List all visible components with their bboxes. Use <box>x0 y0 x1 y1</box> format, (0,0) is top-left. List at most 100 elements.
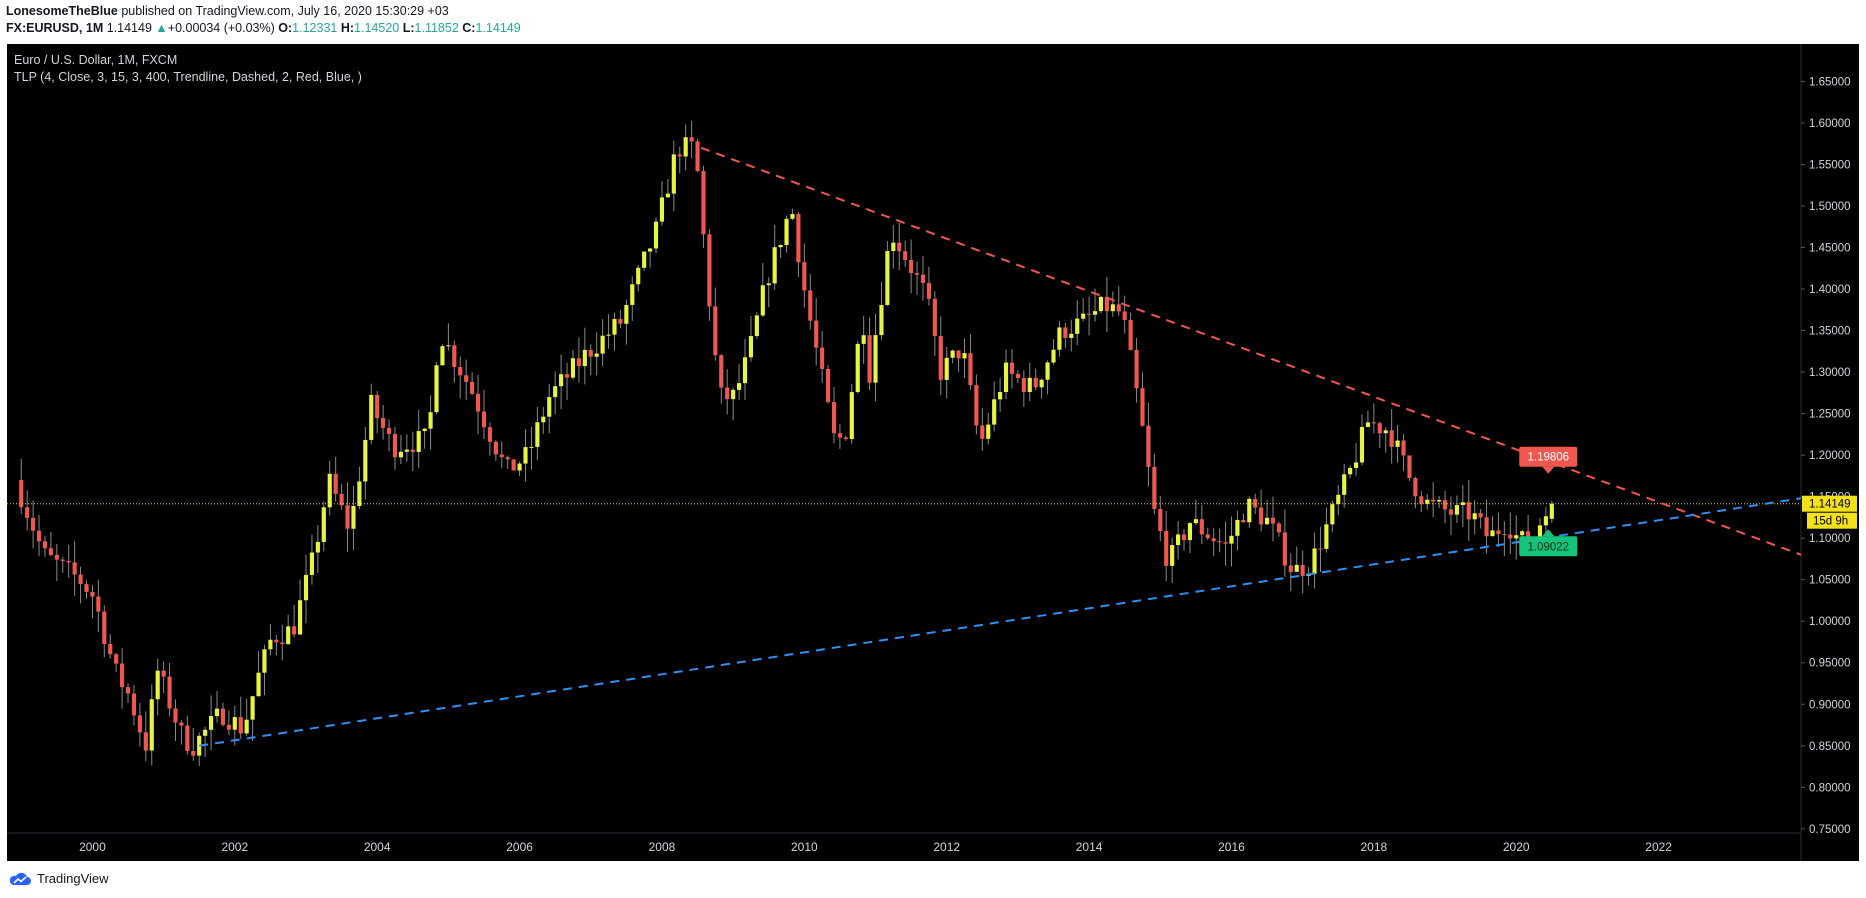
candle-body <box>1009 362 1015 374</box>
candle <box>778 244 783 259</box>
y-tick-label: 1.35000 <box>1809 326 1851 338</box>
candle <box>998 377 1003 413</box>
candle-body <box>321 507 326 542</box>
candle <box>66 544 71 578</box>
candle <box>1229 516 1234 567</box>
candle-body <box>529 446 534 448</box>
candle <box>1312 532 1317 589</box>
candle <box>286 614 291 645</box>
candle-body <box>66 560 71 563</box>
candle-body <box>1158 509 1163 531</box>
candle-body <box>903 251 908 261</box>
candle-body <box>369 394 374 440</box>
y-tick-label: 0.95000 <box>1809 658 1851 670</box>
candle <box>1490 516 1495 537</box>
candle-body <box>1211 538 1216 542</box>
author-name[interactable]: LonesomeTheBlue <box>6 4 118 18</box>
candle <box>1003 349 1009 400</box>
candle <box>1205 527 1210 540</box>
candle <box>944 346 949 399</box>
candle <box>1134 337 1139 403</box>
candle <box>1146 402 1151 487</box>
candle-body <box>1442 500 1448 510</box>
candle <box>72 541 77 596</box>
candle <box>114 652 119 673</box>
symbol-label: FX:EURUSD, 1M <box>6 21 104 35</box>
y-tick-label: 1.05000 <box>1809 575 1851 587</box>
candle-body <box>582 349 587 367</box>
resistance-target-label: 1.19806 <box>1519 446 1578 474</box>
candle <box>535 406 540 461</box>
x-tick-label: 2008 <box>649 840 676 854</box>
candle <box>48 532 53 557</box>
candle <box>363 426 368 500</box>
candle-body <box>1003 362 1009 393</box>
footer-brand-label[interactable]: TradingView <box>37 871 109 886</box>
candle <box>434 362 439 415</box>
candle-body <box>428 412 433 429</box>
candle <box>1223 521 1228 566</box>
low-label: L: <box>402 21 415 35</box>
candle-body <box>938 335 943 380</box>
candle <box>1502 521 1507 557</box>
candle <box>262 644 267 696</box>
candle <box>802 243 807 308</box>
candle <box>78 566 83 604</box>
badge-box <box>1807 512 1857 529</box>
y-tick-label: 1.25000 <box>1809 409 1851 421</box>
candle <box>250 696 255 741</box>
x-tick-label: 2014 <box>1076 840 1103 854</box>
candle <box>446 323 451 351</box>
candle <box>1478 509 1483 529</box>
candle <box>748 316 754 362</box>
candle <box>932 291 937 357</box>
candle <box>689 120 694 159</box>
candle-body <box>1075 318 1080 334</box>
candle-body <box>588 349 593 357</box>
candle-body <box>72 562 77 575</box>
candle-body <box>1181 534 1187 541</box>
candle-body <box>1484 517 1489 537</box>
candle-body <box>992 399 997 425</box>
candle-body <box>1027 377 1032 393</box>
candle <box>1009 349 1015 389</box>
candle-body <box>1187 523 1193 541</box>
candle <box>280 624 285 661</box>
candle <box>1045 360 1050 395</box>
candle <box>36 514 42 557</box>
candle <box>321 501 326 552</box>
candle-body <box>262 649 267 673</box>
candle <box>665 179 670 198</box>
candle <box>1496 512 1501 548</box>
candle <box>974 374 979 435</box>
label-box <box>1519 446 1578 467</box>
candle-body <box>209 716 214 730</box>
candle <box>1069 319 1074 352</box>
candle <box>327 460 332 516</box>
candle <box>719 353 724 404</box>
candle <box>885 241 890 306</box>
candle <box>1324 507 1329 553</box>
candle <box>736 363 742 400</box>
candle <box>1128 312 1133 351</box>
y-tick-label: 0.75000 <box>1809 824 1851 836</box>
last-price-badge: 1.14149 <box>1802 495 1857 512</box>
candle-body <box>1537 525 1543 542</box>
candle-body <box>1021 378 1026 393</box>
last-price: 1.14149 <box>106 21 152 35</box>
candle-body <box>90 591 95 597</box>
candle <box>796 211 801 277</box>
candle-body <box>1353 462 1359 468</box>
x-tick-label: 2004 <box>364 840 391 854</box>
candle-body <box>173 708 178 723</box>
candle-body <box>167 676 172 709</box>
candle-body <box>54 554 59 560</box>
candle-body <box>873 335 878 383</box>
candle-body <box>220 708 226 725</box>
candle <box>1419 491 1424 513</box>
badge-text: 1.14149 <box>1809 499 1851 511</box>
x-tick-label: 2016 <box>1218 840 1245 854</box>
candle-body <box>297 600 303 635</box>
candle <box>1021 370 1026 407</box>
